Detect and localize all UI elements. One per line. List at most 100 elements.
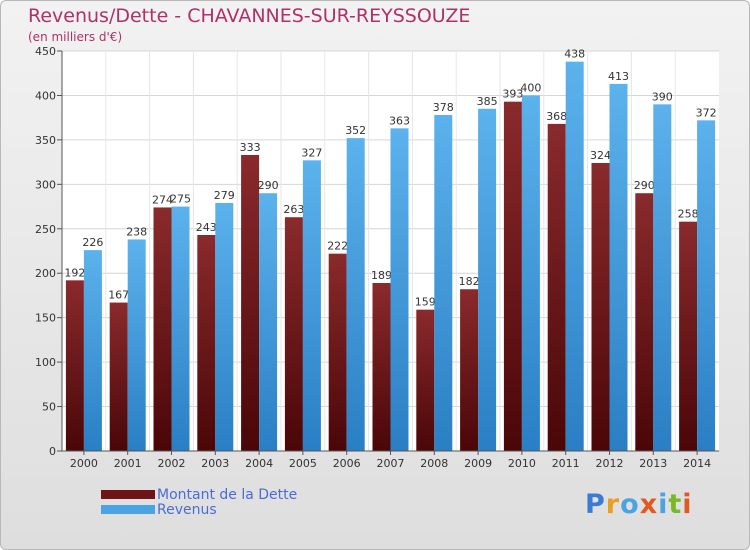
y-tick-label: 300 <box>35 178 56 191</box>
x-tick-label: 2001 <box>114 457 142 470</box>
value-label-dette: 159 <box>415 296 436 309</box>
value-label-dette: 182 <box>459 275 480 288</box>
bar-revenus <box>565 61 584 452</box>
x-tick-label: 2013 <box>639 457 667 470</box>
x-tick-label: 2006 <box>333 457 361 470</box>
value-label-revenus: 363 <box>389 114 410 127</box>
x-tick-label: 2004 <box>245 457 273 470</box>
y-tick-label: 450 <box>35 45 56 58</box>
bar-dette <box>679 221 698 451</box>
legend-swatch-dette <box>101 490 155 499</box>
value-label-revenus: 413 <box>608 70 629 83</box>
value-label-revenus: 279 <box>214 189 235 202</box>
x-tick-label: 2012 <box>596 457 624 470</box>
legend-label-dette: Montant de la Dette <box>157 486 298 503</box>
value-label-dette: 290 <box>634 179 655 192</box>
bar-dette <box>416 309 435 451</box>
value-label-dette: 368 <box>546 110 567 123</box>
y-tick-label: 100 <box>35 356 56 369</box>
value-label-dette: 324 <box>590 149 611 162</box>
x-tick-label: 2009 <box>464 457 492 470</box>
y-tick-label: 50 <box>42 401 56 414</box>
bar-dette <box>635 193 654 451</box>
y-tick-label: 400 <box>35 89 56 102</box>
value-label-revenus: 352 <box>345 124 366 137</box>
logo-letter: r <box>605 489 621 520</box>
x-tick-label: 2007 <box>377 457 405 470</box>
value-label-dette: 333 <box>240 141 261 154</box>
value-label-dette: 274 <box>152 193 173 206</box>
value-label-revenus: 327 <box>301 146 322 159</box>
logo-letter: P <box>585 489 606 520</box>
bar-revenus <box>127 239 146 451</box>
bar-revenus <box>434 115 453 451</box>
value-label-dette: 167 <box>108 289 129 302</box>
value-label-dette: 393 <box>502 88 523 101</box>
bar-revenus <box>390 128 409 451</box>
legend-swatch-revenus <box>101 505 155 514</box>
bar-dette <box>460 289 479 451</box>
x-tick-label: 2008 <box>420 457 448 470</box>
logo-letter: t <box>668 489 683 520</box>
x-tick-label: 2000 <box>70 457 98 470</box>
x-tick-label: 2014 <box>683 457 711 470</box>
bar-revenus <box>83 250 102 451</box>
logo-letter: i <box>682 489 693 520</box>
value-label-dette: 189 <box>371 269 392 282</box>
x-tick-label: 2010 <box>508 457 536 470</box>
y-tick-label: 200 <box>35 267 56 280</box>
logo-letter: o <box>620 489 640 520</box>
y-tick-label: 250 <box>35 223 56 236</box>
bar-revenus <box>697 120 716 451</box>
value-label-revenus: 438 <box>564 48 585 61</box>
bar-revenus <box>609 83 628 451</box>
x-tick-label: 2002 <box>158 457 186 470</box>
bar-dette <box>65 280 84 451</box>
chart-subtitle: (en milliers d'€) <box>28 30 123 44</box>
bar-revenus <box>215 203 234 451</box>
bar-dette <box>197 235 216 451</box>
chart-title: Revenus/Dette - CHAVANNES-SUR-REYSSOUZE <box>28 5 471 27</box>
legend-label-revenus: Revenus <box>157 501 217 518</box>
value-label-revenus: 385 <box>477 95 498 108</box>
value-label-revenus: 378 <box>433 101 454 114</box>
bar-dette <box>284 217 303 451</box>
value-label-revenus: 390 <box>652 90 673 103</box>
logo-letter: i <box>658 489 669 520</box>
value-label-revenus: 400 <box>520 81 541 94</box>
logo-letter: x <box>639 489 659 520</box>
bar-dette <box>153 207 172 451</box>
bar-revenus <box>259 193 278 451</box>
bar-revenus <box>521 95 540 451</box>
bar-dette <box>109 302 128 451</box>
value-label-revenus: 238 <box>126 225 147 238</box>
value-label-dette: 192 <box>64 266 85 279</box>
bar-dette <box>591 163 610 451</box>
bar-revenus <box>171 206 190 451</box>
x-tick-label: 2003 <box>201 457 229 470</box>
value-label-revenus: 290 <box>258 179 279 192</box>
bar-dette <box>372 283 391 451</box>
x-tick-label: 2011 <box>552 457 580 470</box>
legend-item-dette: Montant de la Dette <box>101 486 298 503</box>
bar-revenus <box>346 138 365 451</box>
bar-dette <box>328 253 347 451</box>
legend: Montant de la Dette Revenus <box>101 486 298 518</box>
x-tick-label: 2005 <box>289 457 317 470</box>
proxiti-logo: Proxiti <box>585 489 693 520</box>
value-label-revenus: 226 <box>82 236 103 249</box>
bar-dette <box>547 123 566 451</box>
y-tick-label: 350 <box>35 134 56 147</box>
value-label-dette: 263 <box>283 203 304 216</box>
bar-revenus <box>653 104 672 451</box>
y-tick-label: 0 <box>49 445 56 458</box>
bar-dette <box>503 101 522 452</box>
value-label-revenus: 372 <box>696 106 717 119</box>
legend-item-revenus: Revenus <box>101 501 297 518</box>
y-tick-label: 150 <box>35 312 56 325</box>
value-label-dette: 222 <box>327 240 348 253</box>
bar-dette <box>241 155 260 451</box>
bar-revenus <box>302 160 321 452</box>
